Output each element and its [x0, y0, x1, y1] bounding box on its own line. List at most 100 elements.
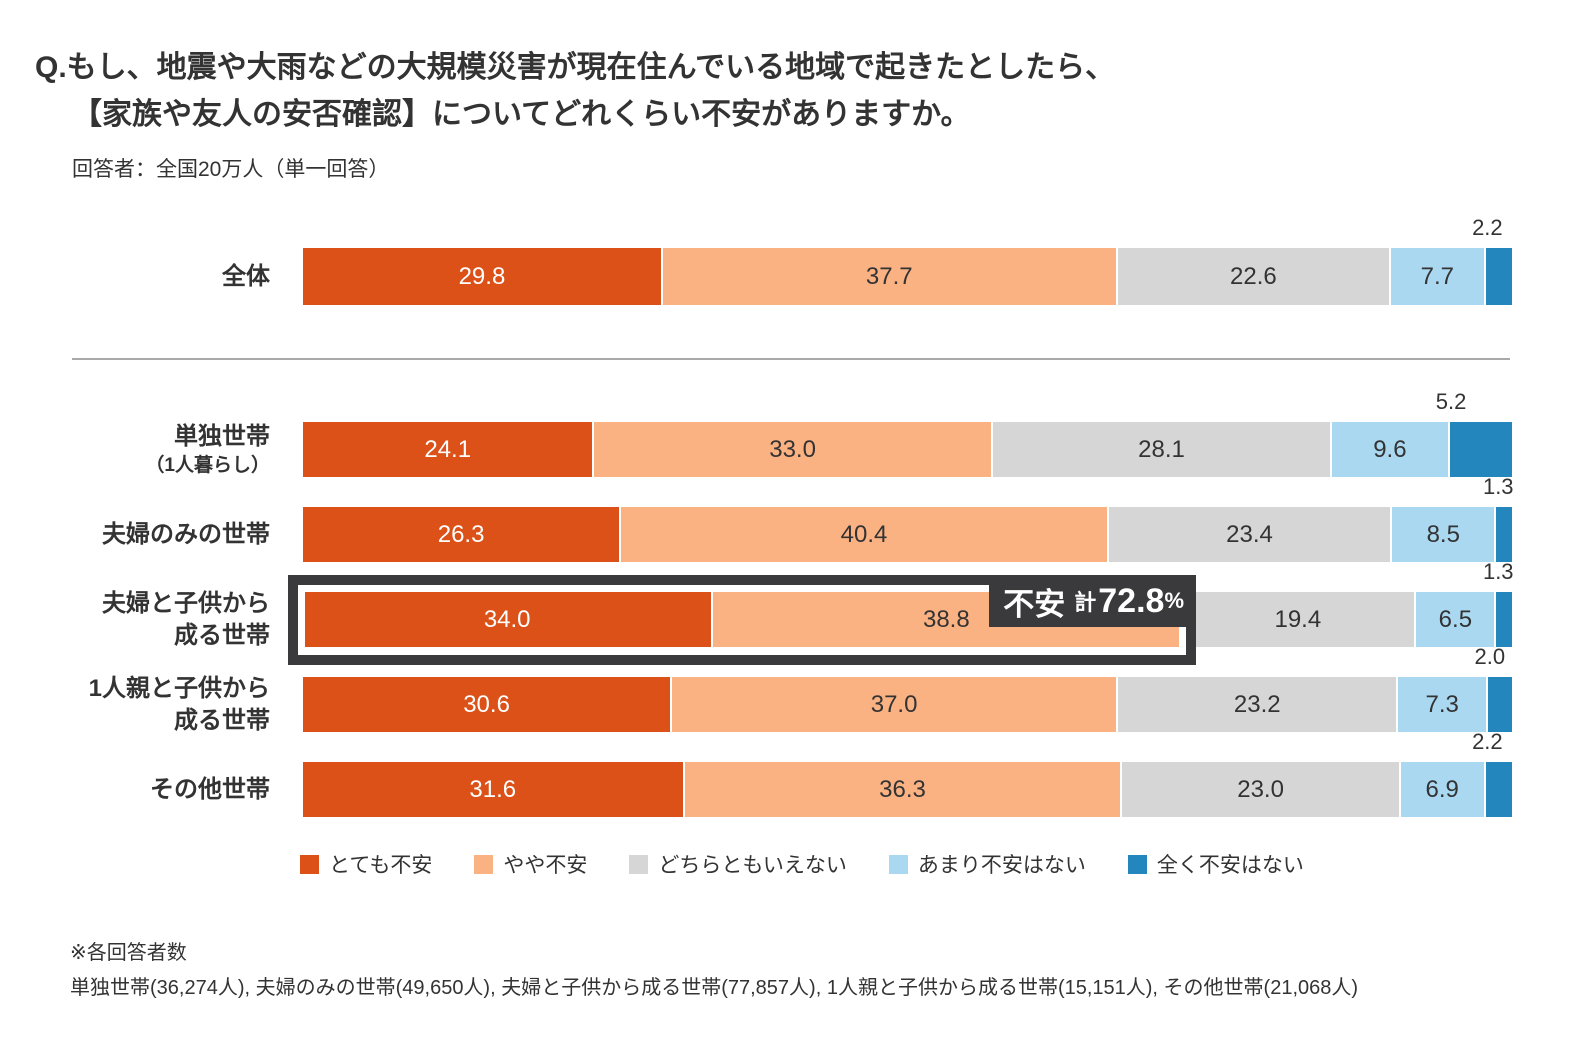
bar-segment: 23.0	[1122, 762, 1399, 817]
annotation-prefix: 計	[1074, 590, 1097, 615]
segment-value: 24.1	[424, 435, 472, 463]
legend-swatch-icon	[629, 854, 649, 874]
legend-label: 全く不安はない	[1156, 854, 1304, 877]
bar-segment: 7.3	[1398, 677, 1486, 732]
segment-value: 6.9	[1425, 775, 1459, 803]
segment-value: 30.6	[463, 690, 510, 718]
legend: とても不安 やや不安 どちらともいえない あまり不安はない 全く不安はない	[300, 849, 1304, 879]
bar-row: 29.8 37.7 22.6 7.7 2.2	[303, 215, 1514, 305]
row-label-line: 夫婦と子供から	[102, 589, 270, 617]
bar-segment	[1496, 507, 1512, 562]
bar-segment: 33.0	[594, 422, 991, 477]
bar-segment	[1485, 248, 1512, 305]
segment-value: 29.8	[458, 262, 506, 290]
legend-item: どちらともいえない	[629, 849, 847, 879]
row-label-line: その他世帯	[150, 775, 270, 803]
footnote: ※各回答者数 単独世帯(36,274人), 夫婦のみの世帯(49,650人), …	[70, 936, 1358, 1006]
segment-value: 26.3	[437, 520, 485, 548]
bar-segment: 37.7	[662, 248, 1116, 305]
legend-label: とても不安	[329, 854, 433, 877]
segment-value: 31.6	[469, 775, 517, 803]
segment-value: 28.1	[1138, 435, 1185, 463]
segment-value: 33.0	[769, 435, 816, 463]
segment-value: 36.3	[879, 775, 926, 803]
title-line-1: Q.もし、地震や大雨などの大規模災害が現在住んでいる地域で起きたとしたら、	[35, 51, 1116, 84]
legend-swatch-icon	[888, 854, 908, 874]
segment-value-above: 2.2	[1472, 215, 1503, 240]
bar-segment: 30.6	[303, 677, 671, 732]
row-label: 全体	[0, 248, 270, 305]
bar-segment: 23.4	[1108, 507, 1391, 562]
row-label-line: （1人暮らし）	[145, 454, 270, 476]
bar-segment	[1488, 677, 1512, 732]
segment-value-above: 2.2	[1472, 729, 1503, 754]
segment-value-above: 5.2	[1435, 389, 1467, 414]
bar-segment: 19.4	[1181, 592, 1415, 647]
bar-row: 31.6 36.3 23.0 6.9 2.2	[303, 729, 1514, 817]
separator-line	[72, 358, 1510, 360]
segment-value: 22.6	[1230, 262, 1277, 290]
highlight-annotation: 不安 計 72.8 %	[989, 575, 1196, 627]
segment-value: 23.2	[1233, 690, 1281, 718]
footnote-counts: 単独世帯(36,274人), 夫婦のみの世帯(49,650人), 夫婦と子供から…	[70, 977, 1359, 999]
row-label: その他世帯	[0, 762, 270, 817]
segment-value: 6.5	[1438, 605, 1473, 633]
legend-swatch-icon	[300, 854, 319, 874]
annotation-value: 72.8	[1098, 581, 1165, 620]
bar-segment: 6.9	[1400, 762, 1484, 817]
bar-segment: 22.6	[1117, 248, 1390, 305]
row-label-line: 全体	[222, 262, 270, 290]
legend-label: どちらともいえない	[658, 854, 847, 877]
row-label-line: 1人親と子供から	[88, 674, 270, 702]
row-label: 単独世帯 （1人暮らし）	[0, 422, 270, 477]
row-label-line: 単独世帯	[174, 423, 270, 451]
legend-swatch-icon	[474, 854, 494, 874]
row-label: 夫婦のみの世帯	[0, 507, 270, 562]
annotation-unit: %	[1164, 588, 1184, 613]
segment-value: 9.6	[1373, 435, 1407, 463]
bar-row: 24.1 33.0 28.1 9.6 5.2	[303, 389, 1514, 477]
annotation-label: 不安	[1003, 586, 1066, 622]
bar-row: 26.3 40.4 23.4 8.5 1.3	[303, 474, 1514, 562]
row-label-line: 成る世帯	[174, 706, 270, 734]
legend-label: やや不安	[503, 854, 588, 877]
segment-value: 37.0	[870, 690, 918, 718]
segment-value: 23.0	[1237, 775, 1284, 803]
respondents-note: 回答者：全国20万人（単一回答）	[72, 158, 390, 181]
bar-segment: 29.8	[303, 248, 661, 305]
bar-segment	[1449, 422, 1512, 477]
row-label: 夫婦と子供から成る世帯	[0, 590, 270, 649]
segment-value: 7.3	[1425, 690, 1459, 718]
row-label: 1人親と子供から成る世帯	[0, 675, 270, 734]
legend-item: あまり不安はない	[888, 849, 1086, 879]
bar-segment	[1485, 762, 1513, 817]
row-label-line: 夫婦のみの世帯	[102, 520, 270, 548]
bar-segment: 24.1	[303, 422, 593, 477]
title-line-2: 【家族や友人の安否確認】についてどれくらい不安がありますか。	[72, 98, 971, 131]
segment-value-above: 1.3	[1482, 474, 1514, 499]
bar-segment: 6.5	[1416, 592, 1495, 647]
bar-segment: 7.7	[1391, 248, 1484, 305]
highlight-box: 不安 計 72.8 %	[288, 575, 1196, 665]
bar-segment: 28.1	[992, 422, 1331, 477]
segment-value: 7.7	[1420, 262, 1455, 290]
segment-value: 8.5	[1426, 520, 1460, 548]
segment-value: 23.4	[1226, 520, 1273, 548]
bar-segment: 23.2	[1118, 677, 1397, 732]
segment-value-above: 1.3	[1482, 559, 1514, 584]
bar-segment: 26.3	[303, 507, 620, 562]
footnote-heading: ※各回答者数	[70, 942, 187, 964]
bar-segment: 31.6	[303, 762, 683, 817]
legend-item: やや不安	[474, 849, 587, 879]
bar-segment: 37.0	[672, 677, 1117, 732]
segment-value-above: 2.0	[1474, 644, 1506, 669]
segment-value: 37.7	[865, 262, 913, 290]
segment-value: 19.4	[1274, 605, 1322, 633]
segment-value: 40.4	[840, 520, 888, 548]
page-title: Q.もし、地震や大雨などの大規模災害が現在住んでいる地域で起きたとしたら、 【家…	[35, 44, 1115, 138]
bar-segment: 9.6	[1332, 422, 1448, 477]
legend-label: あまり不安はない	[917, 854, 1086, 877]
legend-swatch-icon	[1127, 854, 1147, 874]
bar-segment: 40.4	[621, 507, 1107, 562]
row-label-line: 成る世帯	[174, 621, 270, 649]
